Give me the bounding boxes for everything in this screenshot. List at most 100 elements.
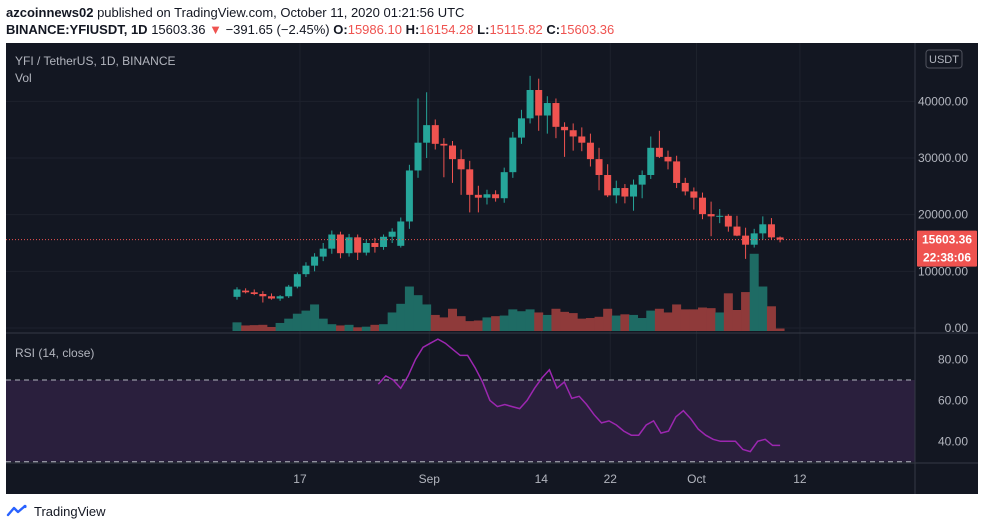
- candle-body: [561, 126, 569, 131]
- candle-body: [604, 175, 612, 196]
- candle: [638, 170, 646, 199]
- candle: [474, 185, 482, 213]
- volume-bar: [723, 293, 733, 331]
- candle-body: [630, 184, 638, 197]
- candle-body: [267, 296, 275, 299]
- volume-bar: [758, 286, 768, 331]
- volume-bar: [499, 315, 509, 331]
- candle-body: [707, 214, 715, 217]
- candle: [449, 141, 456, 183]
- volume-bar: [697, 307, 707, 331]
- candle: [586, 133, 594, 167]
- price-tick-label: 30000.00: [918, 151, 968, 165]
- volume-bar: [465, 321, 475, 331]
- candle-body: [517, 118, 525, 138]
- candle: [336, 231, 344, 259]
- candle-body: [440, 143, 448, 146]
- candle: [509, 131, 517, 178]
- volume-bar: [542, 314, 552, 331]
- volume-bar: [551, 308, 561, 331]
- candle: [242, 288, 250, 294]
- volume-bar: [361, 326, 371, 331]
- candle-body: [414, 142, 422, 171]
- volume-bar: [396, 303, 406, 331]
- candle: [767, 218, 775, 240]
- candle: [604, 164, 612, 198]
- candle: [690, 187, 698, 210]
- volume-bar: [629, 314, 639, 331]
- candle: [724, 214, 732, 232]
- candle: [285, 284, 293, 298]
- candle: [707, 201, 715, 237]
- candle: [431, 119, 439, 150]
- rsi-tick-label: 60.00: [938, 393, 968, 407]
- candle-body: [595, 159, 603, 175]
- candle-body: [397, 221, 405, 246]
- volume-bar: [775, 328, 785, 331]
- candle: [423, 92, 431, 158]
- chart-legend-title: YFI / TetherUS, 1D, BINANCE: [15, 54, 176, 68]
- candle-body: [380, 236, 388, 247]
- volume-bar: [266, 326, 276, 331]
- price-tick-label: 10000.00: [918, 264, 968, 278]
- author-name[interactable]: azcoinnews02: [6, 5, 94, 20]
- candle-body: [354, 237, 362, 253]
- rsi-band: [6, 379, 915, 462]
- volume-bar: [327, 324, 337, 331]
- candle-body: [776, 237, 784, 240]
- candle-body: [664, 156, 672, 162]
- volume-bar: [603, 308, 613, 331]
- volume-bar: [404, 286, 414, 331]
- currency-badge[interactable]: USDT: [925, 49, 963, 69]
- candle: [233, 287, 241, 300]
- candle: [302, 262, 310, 277]
- candle-body: [319, 248, 327, 257]
- volume-bar: [275, 322, 285, 331]
- volume-bar: [680, 309, 690, 331]
- candle: [345, 233, 353, 257]
- candle-body: [371, 243, 379, 247]
- down-arrow-icon: ▼: [209, 22, 222, 37]
- candle-body: [362, 243, 370, 253]
- candle-body: [474, 194, 482, 198]
- candle-body: [302, 265, 310, 275]
- volume-bar: [715, 312, 725, 331]
- candle-body: [259, 294, 267, 297]
- candle-body: [638, 175, 646, 185]
- time-tick-label: 14: [535, 472, 549, 486]
- volume-bar: [577, 318, 587, 331]
- price-tag-countdown: 22:38:06: [923, 251, 971, 265]
- candle-body: [612, 188, 620, 196]
- candle: [371, 237, 379, 253]
- volume-bar: [379, 324, 389, 331]
- volume-bar: [344, 324, 354, 331]
- volume-bar: [241, 325, 251, 331]
- tradingview-logo-icon[interactable]: [6, 504, 28, 518]
- volume-bar: [387, 312, 397, 331]
- chart-svg[interactable]: 0.00 10000.00 20000.00 30000.00 40000.00 40.…: [6, 43, 978, 494]
- volume-bar: [422, 304, 432, 331]
- chart-panel[interactable]: 0.00 10000.00 20000.00 30000.00 40000.00 40.…: [6, 43, 978, 494]
- time-tick-label: 12: [793, 472, 807, 486]
- volume-bars: [232, 253, 785, 331]
- candle-body: [716, 215, 724, 217]
- rsi-axis-ticks: 40.00 60.00 80.00: [938, 353, 968, 449]
- candle: [543, 96, 551, 134]
- volume-bar: [413, 295, 423, 331]
- axes: [6, 43, 978, 494]
- candle: [578, 127, 586, 152]
- candle-body: [250, 292, 258, 294]
- tradingview-brand[interactable]: TradingView: [34, 503, 106, 519]
- high-value: 16154.28: [419, 22, 474, 37]
- candle-body: [233, 289, 241, 297]
- candle-body: [431, 125, 439, 144]
- grid-lines: [6, 43, 915, 463]
- candle-body: [759, 224, 767, 234]
- candle: [293, 272, 301, 289]
- candle: [535, 78, 543, 131]
- volume-bar: [568, 313, 578, 331]
- time-tick-label: Oct: [687, 472, 706, 486]
- price-tag-value: 15603.36: [922, 233, 972, 247]
- change-value: −391.65 (−2.45%): [225, 22, 330, 37]
- volume-bar: [491, 316, 501, 331]
